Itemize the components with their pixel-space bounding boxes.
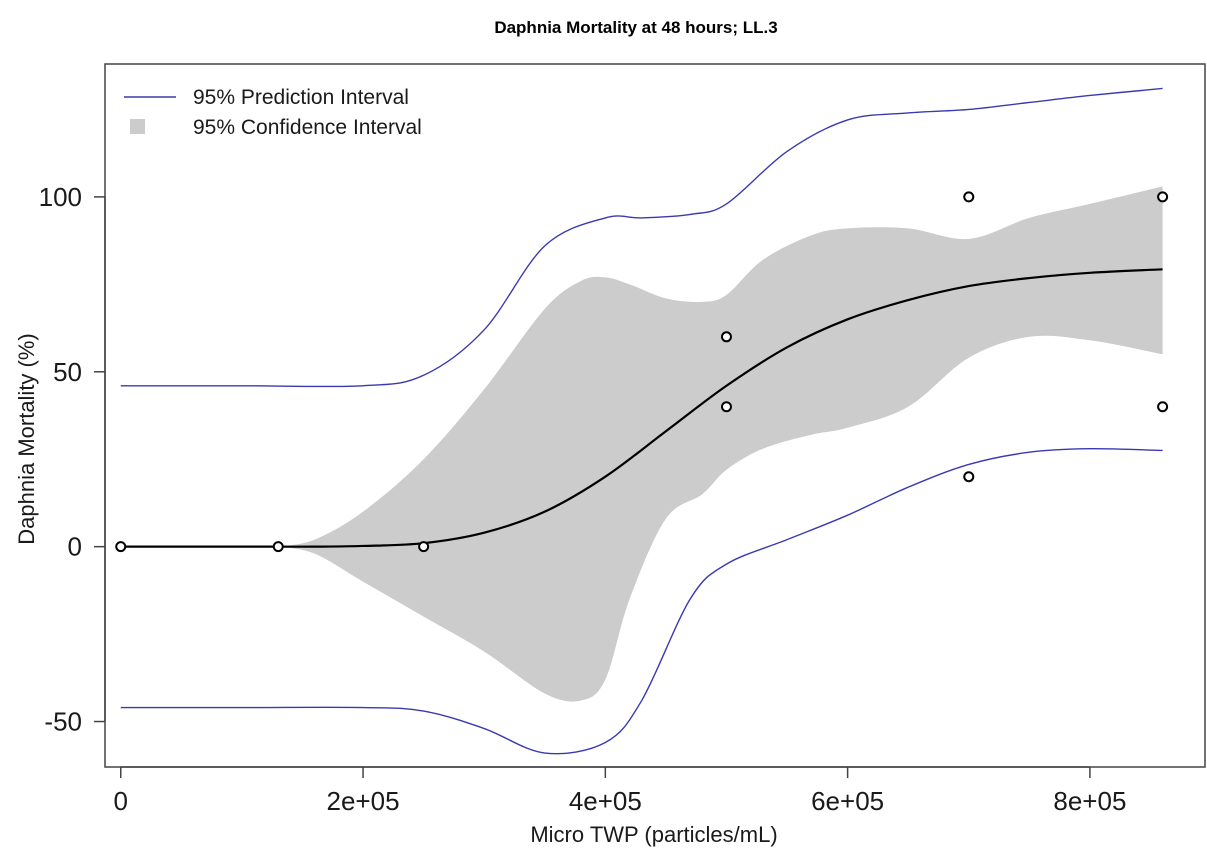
y-tick-label: 100 [39,182,82,212]
legend: 95% Prediction Interval 95% Confidence I… [124,86,422,139]
data-point [115,541,127,553]
confidence-band [278,186,1163,702]
plot-area [115,87,1169,755]
data-point [1157,191,1169,203]
y-axis: -50 0 50 100 [39,182,106,737]
x-tick-label: 0 [114,786,128,816]
x-axis-label: Micro TWP (particles/mL) [530,822,777,847]
data-point [963,191,975,203]
x-tick-label: 2e+05 [327,786,400,816]
fitted-curve [120,268,1163,548]
y-tick-label: -50 [44,707,82,737]
x-tick-label: 8e+05 [1053,786,1126,816]
data-point [418,541,430,553]
data-point [720,331,732,343]
legend-prediction-label: 95% Prediction Interval [193,86,409,109]
legend-confidence-swatch [130,119,145,134]
prediction-interval-upper-line [120,87,1163,388]
data-point [1157,401,1169,413]
y-tick-label: 50 [53,357,82,387]
data-point [963,471,975,483]
x-tick-label: 4e+05 [569,786,642,816]
data-point [720,401,732,413]
legend-confidence-label: 95% Confidence Interval [193,116,422,139]
prediction-interval-lower-line [120,448,1163,755]
y-tick-label: 0 [68,532,82,562]
data-point [272,541,284,553]
chart-title: Daphnia Mortality at 48 hours; LL.3 [494,18,777,37]
x-tick-label: 6e+05 [811,786,884,816]
y-axis-label: Daphnia Mortality (%) [14,333,39,545]
x-axis: 0 2e+05 4e+05 6e+05 8e+05 [114,766,1126,816]
